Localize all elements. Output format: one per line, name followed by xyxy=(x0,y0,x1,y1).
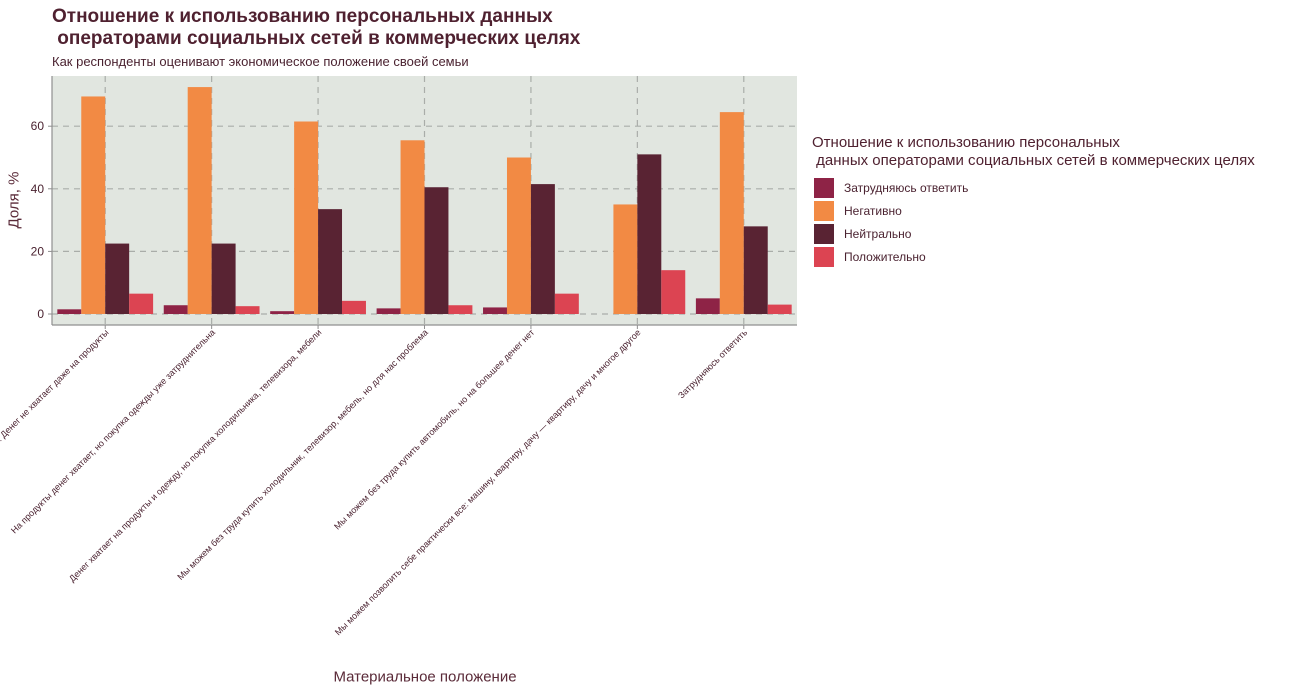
bar-6-2 xyxy=(743,226,768,314)
y-tick-label-2: 40 xyxy=(31,182,45,196)
bar-4-0 xyxy=(483,307,507,314)
legend-label-1: Негативно xyxy=(844,203,902,218)
legend-key-2 xyxy=(814,223,834,244)
bar-6-0 xyxy=(695,298,720,314)
bar-4-3 xyxy=(554,293,579,314)
x-tick-label-0: Мы едва сводим концы с концами. Денег не… xyxy=(0,327,111,544)
y-tick-label-0: 0 xyxy=(37,307,44,321)
bar-2-1 xyxy=(294,121,319,314)
bar-0-2 xyxy=(105,243,130,314)
bar-0-0 xyxy=(57,309,82,314)
legend-item-3: Положительно xyxy=(812,245,1255,268)
bar-3-2 xyxy=(424,187,449,314)
bar-2-0 xyxy=(270,311,295,314)
x-axis-label: Материальное положение xyxy=(333,668,517,686)
bar-1-3 xyxy=(235,306,260,314)
bar-3-0 xyxy=(376,308,401,314)
bar-1-0 xyxy=(163,305,188,314)
legend-key-1 xyxy=(814,200,834,221)
bar-4-2 xyxy=(530,184,555,314)
y-tick-label-1: 20 xyxy=(31,244,45,258)
legend-key-0 xyxy=(814,177,834,198)
bar-2-2 xyxy=(318,209,343,314)
legend-item-2: Нейтрально xyxy=(812,222,1255,245)
legend-title: Отношение к использованию персональных д… xyxy=(812,134,1255,169)
bar-2-3 xyxy=(342,300,366,314)
bar-1-2 xyxy=(211,243,236,314)
y-tick-label-3: 60 xyxy=(31,119,45,133)
chart-title: Отношение к использованию персональных д… xyxy=(52,6,581,49)
legend-label-3: Положительно xyxy=(844,249,926,264)
x-tick-label-3: Мы можем без труда купить холодильник, т… xyxy=(175,327,430,582)
bar-3-1 xyxy=(400,140,425,314)
bar-0-3 xyxy=(129,293,154,314)
legend: Отношение к использованию персональных д… xyxy=(812,134,1255,268)
bar-5-3 xyxy=(661,270,686,314)
bar-5-1 xyxy=(613,204,638,314)
bar-0-1 xyxy=(81,96,106,314)
bar-1-1 xyxy=(187,87,212,314)
legend-label-0: Затрудняюсь ответить xyxy=(844,180,969,195)
chart-subtitle: Как респонденты оценивают экономическое … xyxy=(52,54,469,69)
x-tick-label-2: Денег хватает на продукты и одежду, но п… xyxy=(67,327,323,583)
bar-6-3 xyxy=(767,304,792,314)
bar-3-3 xyxy=(448,305,473,314)
bar-6-1 xyxy=(719,112,744,315)
legend-key-3 xyxy=(814,246,834,267)
bar-4-1 xyxy=(506,157,531,314)
legend-label-2: Нейтрально xyxy=(844,226,912,241)
bars xyxy=(57,87,792,315)
legend-item-0: Затрудняюсь ответить xyxy=(812,176,1255,199)
x-tick-label-1: На продукты денег хватает, но покупка од… xyxy=(9,327,217,535)
x-tick-label-6: Затрудняюсь ответить xyxy=(676,327,749,400)
x-tick-label-4: Мы можем без труда купить автомобиль, но… xyxy=(332,327,536,531)
legend-item-1: Негативно xyxy=(812,199,1255,222)
bar-5-2 xyxy=(637,154,662,314)
